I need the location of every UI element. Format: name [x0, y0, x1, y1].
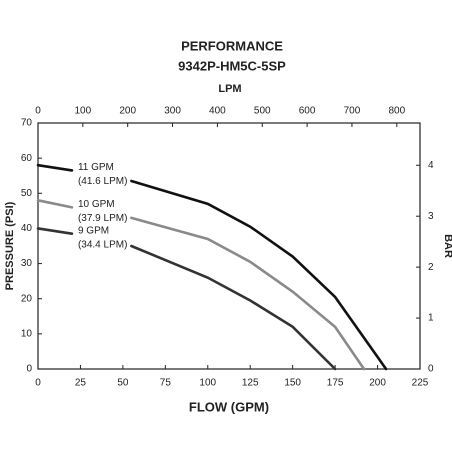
right-tick-label: 0: [428, 364, 434, 375]
curve: [130, 244, 337, 371]
top-tick-label: 400: [209, 106, 226, 117]
x-tick-label: 100: [199, 378, 216, 389]
top-tick-label: 0: [35, 106, 41, 117]
y-tick-label: 20: [21, 293, 33, 304]
right-tick-label: 3: [428, 211, 434, 222]
x-tick-label: 25: [75, 378, 87, 389]
top-tick-label: 800: [388, 106, 405, 117]
x-tick-label: 125: [242, 378, 259, 389]
curve-label: 11 GPM: [78, 162, 114, 173]
right-axis-label: BAR: [442, 234, 452, 258]
curve: [36, 163, 74, 172]
top-tick-label: 200: [119, 106, 136, 117]
y-tick-label: 70: [21, 118, 33, 129]
y-tick-label: 0: [26, 364, 32, 375]
curve-label: 9 GPM: [78, 225, 109, 236]
y-tick-label: 50: [21, 188, 33, 199]
y-tick-label: 40: [21, 223, 33, 234]
chart-title: PERFORMANCE: [181, 38, 283, 53]
y-axis-label: PRESSURE (PSI): [4, 201, 16, 290]
chart-subtitle: 9342P-HM5C-5SP: [178, 58, 286, 73]
top-tick-label: 300: [164, 106, 181, 117]
x-tick-label: 200: [369, 378, 386, 389]
right-tick-label: 2: [428, 262, 434, 273]
x-tick-label: 75: [160, 378, 172, 389]
plot-frame: [37, 122, 421, 370]
curve-note: (41.6 LPM): [78, 176, 127, 187]
curve-note: (37.9 LPM): [78, 213, 127, 224]
curve-label: 10 GPM: [78, 199, 115, 210]
top-axis-label: LPM: [218, 83, 241, 95]
right-tick-label: 1: [428, 313, 434, 324]
y-tick-label: 10: [21, 328, 33, 339]
top-tick-label: 700: [344, 106, 361, 117]
curve: [36, 227, 74, 235]
x-tick-label: 0: [35, 378, 41, 389]
curve: [36, 199, 74, 209]
x-tick-label: 50: [117, 378, 129, 389]
top-tick-label: 100: [75, 106, 92, 117]
curve: [130, 216, 366, 371]
right-tick-label: 4: [428, 160, 434, 171]
x-axis-label: FLOW (GPM): [189, 399, 269, 414]
top-tick-label: 600: [299, 106, 316, 117]
y-tick-label: 60: [21, 153, 33, 164]
x-tick-label: 225: [412, 378, 429, 389]
top-tick-label: 500: [254, 106, 271, 117]
curve: [130, 179, 388, 371]
x-tick-label: 175: [327, 378, 344, 389]
y-tick-label: 30: [21, 258, 33, 269]
x-tick-label: 150: [284, 378, 301, 389]
curve-note: (34.4 LPM): [78, 239, 127, 250]
